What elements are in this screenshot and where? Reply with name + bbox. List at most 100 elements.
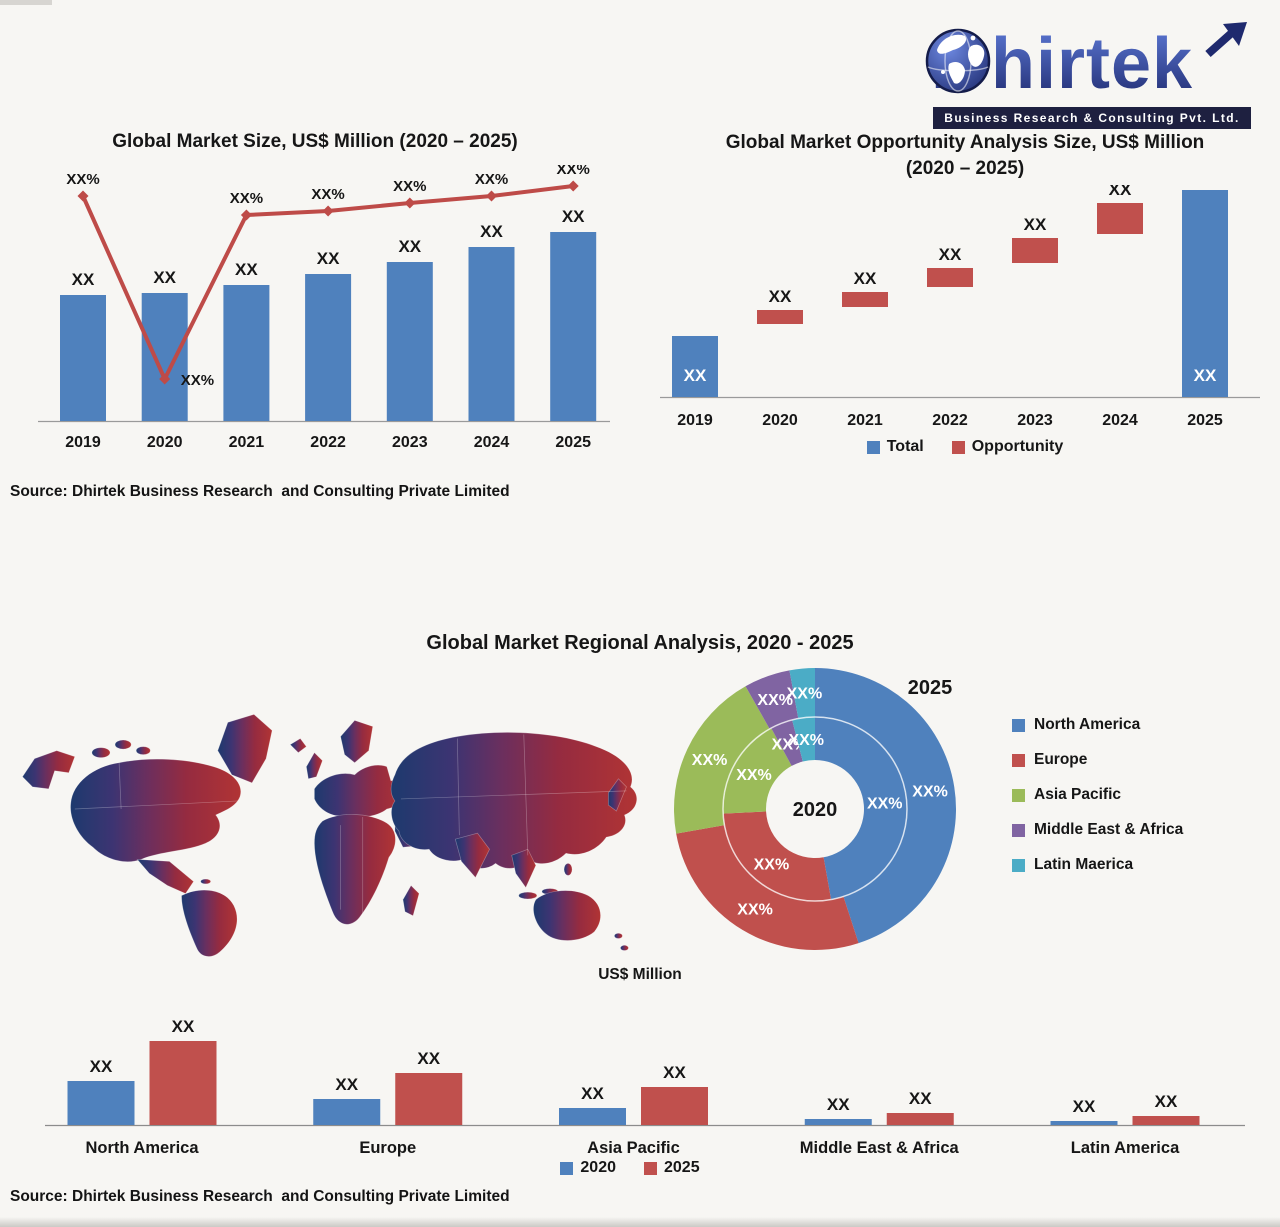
- bar-2020: [141, 293, 188, 421]
- legend-item-north-america: North America: [1012, 716, 1183, 734]
- ring-separator: [722, 716, 908, 902]
- x-label-2021: 2021: [229, 434, 265, 451]
- bar-asia-pacific-2020: [559, 1108, 626, 1125]
- bar-label-2020-0: XX: [90, 1057, 113, 1076]
- bar-label-2020: XX: [769, 287, 792, 306]
- center-year-label: 2020: [793, 799, 838, 821]
- x-label-2024: 2024: [474, 434, 510, 451]
- opportunity-chart-legend: Total Opportunity: [650, 438, 1280, 456]
- legend-swatch: [1012, 858, 1025, 872]
- bar-label-2025-1: XX: [417, 1049, 440, 1068]
- bar-2019: [672, 336, 718, 397]
- map-north-america: [70, 758, 242, 863]
- x-label-2025: 2025: [555, 434, 591, 451]
- source-note-top: Source: Dhirtek Business Research and Co…: [10, 483, 510, 500]
- bar-label-2020-1: XX: [335, 1075, 358, 1094]
- chart2-title-line2: (2020 – 2025): [905, 158, 1025, 179]
- legend-label: Latin Maerica: [1034, 856, 1134, 873]
- scan-artifact-bottom: [0, 1217, 1280, 1227]
- map-uk: [305, 752, 323, 780]
- line-marker-2025: [567, 180, 579, 192]
- bar-label-2021: XX: [235, 260, 258, 279]
- line-label-2020: XX%: [181, 372, 214, 389]
- dhirtek-logo-graphic: D hirtek: [925, 22, 1247, 104]
- map-asia: [390, 732, 638, 869]
- map-indonesia: [518, 891, 538, 900]
- legend-label: North America: [1034, 716, 1141, 733]
- inner-ring-slice-asia-pacific: [723, 728, 792, 814]
- inner-ring-label-0: XX%: [867, 795, 903, 812]
- growth-arrow-icon: [1205, 22, 1247, 57]
- legend-item-europe: Europe: [1012, 751, 1183, 769]
- x-label-2023: 2023: [392, 434, 428, 451]
- chart1-title: Global Market Size, US$ Million (2020 – …: [112, 131, 518, 152]
- legend-swatch: [951, 440, 965, 454]
- x-label-latin-america: Latin America: [1071, 1139, 1180, 1157]
- bar-label-2024: XX: [1109, 185, 1132, 199]
- bar-label-2019: XX: [684, 366, 707, 385]
- chart2-title: Global Market Opportunity Analysis Size,…: [650, 130, 1280, 182]
- map-madagascar: [402, 884, 420, 917]
- legend-item-middle-east-africa: Middle East & Africa: [1012, 821, 1183, 839]
- inner-ring-slice-middle-east-africa: [771, 719, 803, 766]
- legend-item-opportunity: Opportunity: [951, 438, 1064, 456]
- legend-label: Middle East & Africa: [1034, 821, 1184, 838]
- legend-label: 2020: [580, 1159, 616, 1176]
- bar-2025: [550, 232, 597, 421]
- x-label-north-america: North America: [85, 1139, 199, 1157]
- line-marker-2021: [240, 209, 252, 221]
- chart2-title-line1: Global Market Opportunity Analysis Size,…: [725, 132, 1205, 153]
- outer-ring-label-1: XX%: [737, 901, 773, 918]
- bar-middle-east-africa-2020: [804, 1119, 872, 1125]
- outer-ring-label-3: XX%: [757, 692, 793, 709]
- bar-2020: [757, 310, 803, 324]
- globe-icon: [925, 28, 991, 94]
- outer-ring-label-4: XX%: [787, 685, 823, 702]
- legend-swatch: [1012, 753, 1025, 767]
- line-marker-2019: [77, 190, 89, 202]
- legend-label: 2025: [664, 1159, 700, 1176]
- dhirtek-logo: D hirtek Business Research & Consulting …: [925, 20, 1255, 129]
- x-label-2020: 2020: [762, 412, 798, 429]
- bar-2021: [842, 292, 888, 307]
- inner-ring-slice-latin-maerica: [792, 717, 815, 762]
- inner-ring-slice-north-america: [815, 717, 907, 900]
- map-japan: [607, 778, 627, 812]
- legend-label: Europe: [1034, 751, 1088, 768]
- map-india: [454, 832, 490, 879]
- bar-2023: [386, 262, 433, 421]
- map-greenland: [217, 713, 273, 784]
- outer-ring-slice-latin-maerica: [789, 668, 815, 719]
- line-marker-2022: [322, 205, 334, 217]
- legend-label: Opportunity: [971, 438, 1064, 455]
- bar-north-america-2020: [67, 1081, 135, 1125]
- bar-2024: [1097, 203, 1143, 234]
- line-label-2021: XX%: [230, 190, 263, 207]
- outer-ring-slice-europe: [676, 825, 859, 950]
- market-size-chart: XX 2019 XX 2020 XX 2021 XX 2022 XX 2023 XX 2024 XX 20…: [38, 165, 610, 451]
- bar-europe-2020: [313, 1099, 381, 1125]
- x-label-2025: 2025: [1187, 412, 1223, 429]
- bar-asia-pacific-2025: [641, 1087, 708, 1125]
- logo-tagline: Business Research & Consulting Pvt. Ltd.: [933, 107, 1251, 129]
- opportunity-chart: XX 2019 XX 2020 XX 2021 XX 2022 XX 2023 XX 2024 XX 20…: [660, 185, 1260, 429]
- inner-ring-label-4: XX%: [788, 732, 824, 749]
- bar-2022: [927, 268, 973, 287]
- bar-label-2020-3: XX: [827, 1095, 850, 1114]
- map-arctic-island: [114, 739, 132, 750]
- bar-label-2025: XX: [562, 207, 585, 226]
- map-alaska: [22, 750, 76, 790]
- legend-label: Total: [886, 438, 924, 455]
- x-label-europe: Europe: [359, 1139, 416, 1157]
- bar-europe-2025: [395, 1073, 463, 1125]
- x-label-asia-pacific: Asia Pacific: [587, 1139, 680, 1157]
- legend-swatch: [644, 1161, 657, 1175]
- bar-2019: [60, 295, 106, 421]
- inner-ring-label-2: XX%: [736, 767, 772, 784]
- bar-middle-east-africa-2025: [886, 1113, 954, 1125]
- bar-label-2023: XX: [398, 237, 421, 256]
- bar-label-2020-4: XX: [1073, 1097, 1096, 1116]
- map-iceland: [289, 738, 307, 754]
- map-arctic-island: [91, 747, 111, 759]
